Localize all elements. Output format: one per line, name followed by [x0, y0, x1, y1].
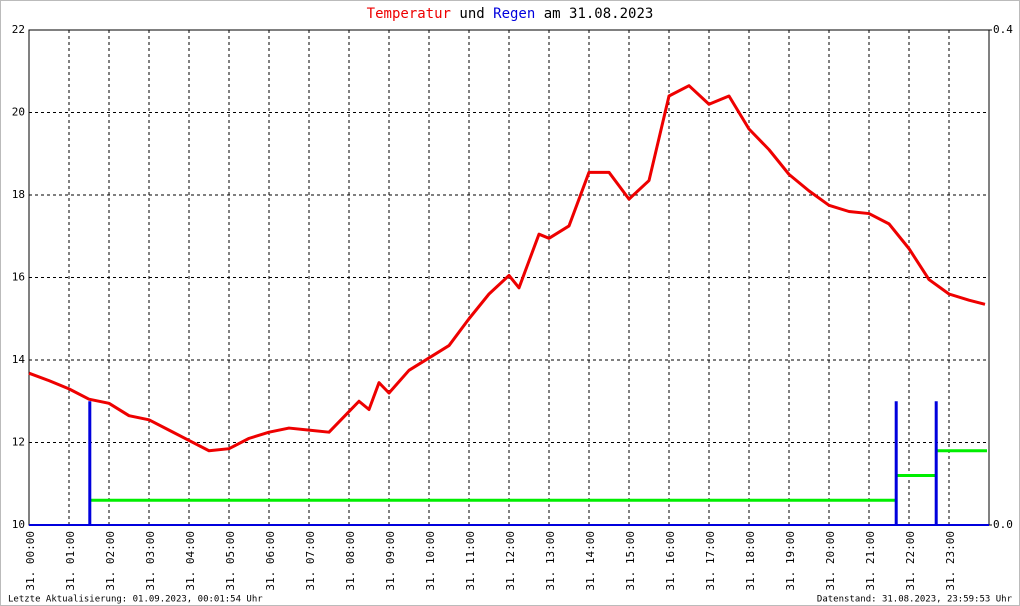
y-tick-label: 22	[12, 23, 25, 36]
x-tick-label: 31. 21:00	[864, 531, 877, 591]
x-tick-label: 31. 18:00	[744, 531, 757, 591]
y2-tick-label: 0.4	[993, 23, 1013, 36]
x-tick-label: 31. 00:00	[24, 531, 37, 591]
title-suffix: am 31.08.2023	[544, 6, 654, 22]
x-tick-label: 31. 05:00	[224, 531, 237, 591]
x-tick-label: 31. 19:00	[784, 531, 797, 591]
y-tick-label: 18	[12, 188, 25, 201]
title-series-2: Regen	[493, 6, 535, 22]
x-tick-label: 31. 04:00	[184, 531, 197, 591]
x-tick-label: 31. 20:00	[824, 531, 837, 591]
x-tick-label: 31. 14:00	[584, 531, 597, 591]
x-tick-label: 31. 01:00	[64, 531, 77, 591]
title-connector: und	[459, 6, 484, 22]
y2-tick-label: 0.0	[993, 518, 1013, 531]
x-tick-label: 31. 03:00	[144, 531, 157, 591]
rain-bar	[88, 401, 92, 525]
y-tick-label: 10	[12, 518, 25, 531]
x-tick-label: 31. 16:00	[664, 531, 677, 591]
y-tick-label: 14	[12, 353, 26, 366]
x-tick-label: 31. 11:00	[464, 531, 477, 591]
x-tick-label: 31. 15:00	[624, 531, 637, 591]
x-tick-label: 31. 07:00	[304, 531, 317, 591]
x-tick-label: 31. 09:00	[384, 531, 397, 591]
footer-left: Letzte Aktualisierung: 01.09.2023, 00:01…	[8, 595, 263, 605]
title-series-1: Temperatur	[367, 6, 451, 22]
rain-bar	[934, 401, 938, 525]
chart-title: Temperatur und Regen am 31.08.2023	[367, 6, 654, 22]
x-tick-label: 31. 12:00	[504, 531, 517, 591]
rain-bar	[894, 401, 898, 525]
x-tick-label: 31. 08:00	[344, 531, 357, 591]
y-tick-label: 12	[12, 436, 25, 449]
x-tick-label: 31. 22:00	[904, 531, 917, 591]
footer-right: Datenstand: 31.08.2023, 23:59:53 Uhr	[817, 595, 1013, 605]
y-tick-label: 20	[12, 106, 25, 119]
temperature-line	[28, 84, 986, 453]
x-tick-label: 31. 23:00	[944, 531, 957, 591]
x-tick-label: 31. 13:00	[544, 531, 557, 591]
x-tick-label: 31. 02:00	[104, 531, 117, 591]
x-tick-label: 31. 10:00	[424, 531, 437, 591]
x-tick-label: 31. 06:00	[264, 531, 277, 591]
x-tick-label: 31. 17:00	[704, 531, 717, 591]
y-tick-label: 16	[12, 271, 25, 284]
